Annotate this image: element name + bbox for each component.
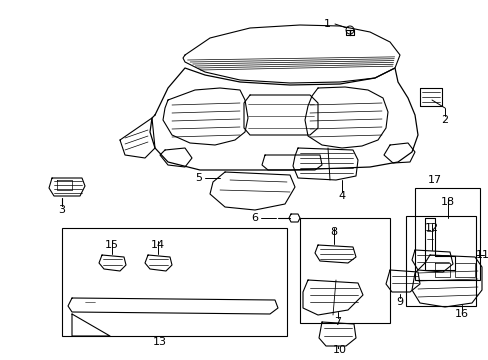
Text: 15: 15 (105, 240, 119, 250)
Text: 10: 10 (332, 345, 346, 355)
Text: 14: 14 (151, 240, 165, 250)
Text: 9: 9 (396, 297, 403, 307)
Text: 7: 7 (334, 317, 341, 327)
Text: 8: 8 (330, 227, 337, 237)
Text: 11: 11 (475, 250, 488, 260)
Text: 12: 12 (424, 223, 438, 233)
Text: 2: 2 (441, 115, 447, 125)
Text: 16: 16 (454, 309, 468, 319)
Bar (62, 228, 286, 336)
Text: 13: 13 (153, 337, 167, 347)
Bar (414, 188, 479, 280)
Text: 17: 17 (427, 175, 441, 185)
Bar (405, 216, 475, 306)
Bar (299, 218, 389, 323)
Text: 1: 1 (323, 19, 330, 29)
Text: 6: 6 (251, 213, 258, 223)
Text: 18: 18 (440, 197, 454, 207)
Text: 4: 4 (338, 191, 345, 201)
Text: 5: 5 (195, 173, 202, 183)
Text: 3: 3 (59, 205, 65, 215)
